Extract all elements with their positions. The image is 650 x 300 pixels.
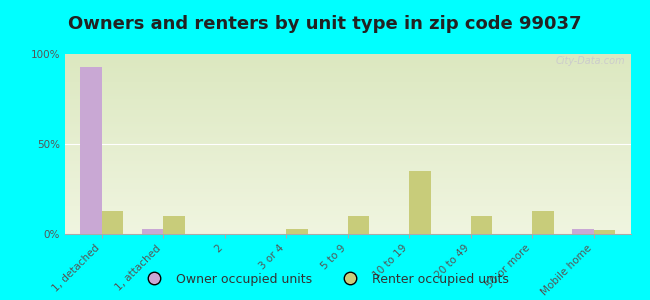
Bar	[81, 67, 102, 234]
Text: City-Data.com: City-Data.com	[555, 56, 625, 66]
Bar	[348, 216, 369, 234]
Bar	[572, 229, 593, 234]
Bar	[532, 211, 554, 234]
Bar	[102, 211, 124, 234]
Bar	[593, 230, 615, 234]
Bar	[142, 229, 163, 234]
Text: Owners and renters by unit type in zip code 99037: Owners and renters by unit type in zip c…	[68, 15, 582, 33]
Bar	[286, 229, 308, 234]
Bar	[163, 216, 185, 234]
Legend: Owner occupied units, Renter occupied units: Owner occupied units, Renter occupied un…	[136, 268, 514, 291]
Bar	[471, 216, 492, 234]
Bar	[410, 171, 431, 234]
